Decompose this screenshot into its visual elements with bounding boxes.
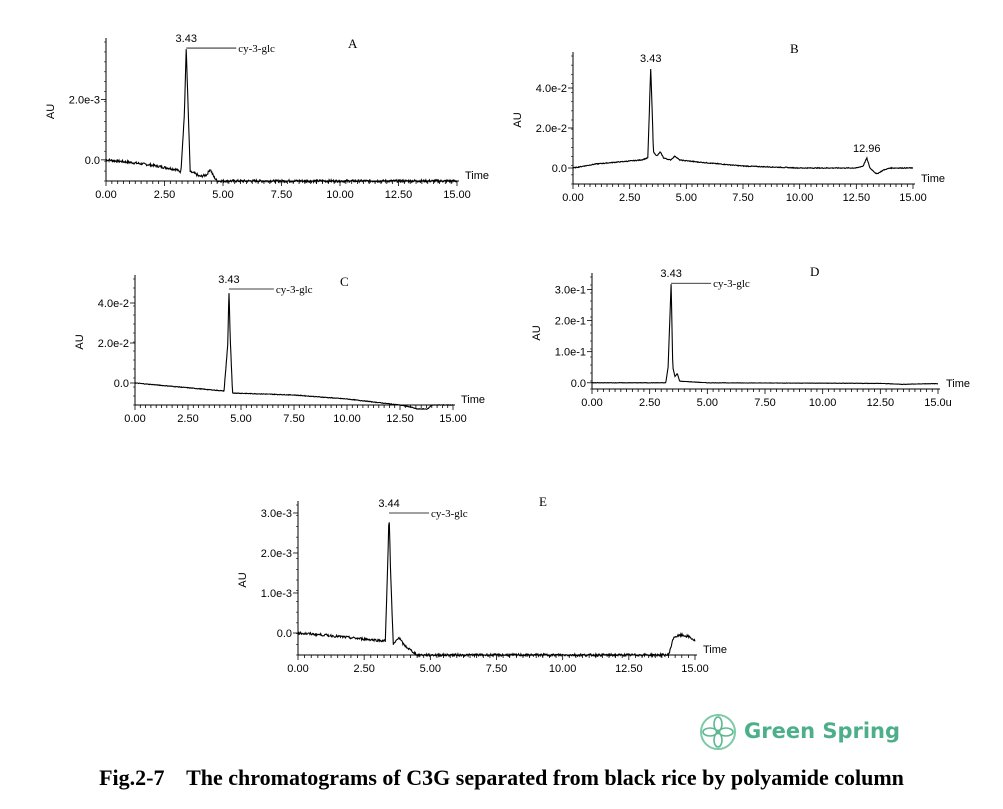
x-tick-label: 12.50 — [615, 663, 643, 675]
x-tick-label: 7.50 — [271, 189, 292, 201]
x-tick-label: 0.00 — [562, 192, 583, 204]
chromatogram-trace — [134, 293, 454, 411]
panel-label: A — [348, 36, 358, 51]
peak-annotation: cy-3-glc — [238, 43, 275, 55]
x-tick-label: 5.00 — [697, 397, 718, 409]
flower-icon — [700, 714, 736, 750]
x-tick-label: 2.50 — [177, 413, 198, 425]
x-tick-label: 10.00 — [549, 663, 577, 675]
y-axis-label: AU — [512, 112, 524, 127]
x-tick-label: 15.00 — [443, 189, 471, 201]
x-axis-label: Time — [703, 644, 727, 656]
panel-label: C — [340, 274, 349, 289]
y-axis-label: AU — [45, 104, 57, 119]
x-tick-label: 10.00 — [786, 192, 814, 204]
chart-panel-a: 0.00 2.50 5.00 7.50 10.00 12.50 15.00 Time 0.0 2.… — [45, 33, 489, 201]
peak-annotation: cy-3-glc — [431, 508, 468, 520]
peak-label: 3.43 — [660, 268, 681, 280]
chart-panel-c: 0.00 2.50 5.00 7.50 10.00 12.50 15.00 Time 0.0 2.… — [74, 274, 485, 425]
y-tick-label: 4.0e-2 — [536, 83, 567, 95]
x-tick-label: 7.50 — [754, 397, 775, 409]
x-tick-label: 12.50 — [385, 189, 413, 201]
panel-label: D — [810, 264, 819, 279]
y-tick-label: 2.0e-1 — [555, 316, 586, 328]
y-tick-label: 0.0 — [552, 163, 567, 175]
green-spring-logo: Green Spring — [698, 712, 900, 756]
x-tick-label: 15.0u — [924, 397, 952, 409]
y-tick-label: 2.0e-2 — [536, 123, 567, 135]
x-tick-label: 2.50 — [639, 397, 660, 409]
x-axis-label: Time — [461, 394, 485, 406]
x-tick-label: 0.00 — [95, 189, 116, 201]
x-axis-label: Time — [465, 170, 489, 182]
y-tick-label: 3.0e-3 — [261, 508, 292, 520]
y-tick-label: 0.0 — [85, 155, 100, 167]
x-tick-label: 10.00 — [326, 189, 354, 201]
x-tick-label: 5.00 — [420, 663, 441, 675]
x-tick-label: 7.50 — [732, 192, 753, 204]
x-tick-label: 2.50 — [619, 192, 640, 204]
logo-text: Green Spring — [744, 719, 901, 743]
x-tick-label: 7.50 — [283, 413, 304, 425]
x-tick-label: 7.50 — [486, 663, 507, 675]
chromatogram-trace — [592, 284, 938, 385]
x-tick-label: 5.00 — [212, 189, 233, 201]
y-tick-label: 1.0e-3 — [261, 588, 292, 600]
x-tick-label: 2.50 — [353, 663, 374, 675]
x-tick-label: 5.00 — [230, 413, 251, 425]
figure-caption: Fig.2-7 The chromatograms of C3G separat… — [99, 765, 904, 790]
x-tick-label: 0.00 — [581, 397, 602, 409]
peak-label: 3.43 — [176, 33, 197, 45]
peak-label: 3.43 — [640, 53, 661, 65]
y-tick-label: 0.0 — [571, 378, 586, 390]
y-tick-label: 2.0e-3 — [261, 548, 292, 560]
chromatogram-trace — [297, 522, 696, 659]
x-tick-label: 15.00 — [439, 413, 467, 425]
x-tick-label: 0.00 — [287, 663, 308, 675]
chromatogram-trace — [572, 68, 914, 175]
x-tick-label: 12.50 — [843, 192, 871, 204]
y-tick-label: 4.0e-2 — [98, 298, 129, 310]
y-axis-label: AU — [237, 572, 249, 587]
x-tick-label: 5.00 — [676, 192, 697, 204]
x-axis-label: Time — [946, 378, 970, 390]
x-tick-label: 12.50 — [867, 397, 895, 409]
peak-label: 3.43 — [218, 274, 239, 286]
peak-annotation: cy-3-glc — [276, 284, 313, 296]
x-tick-label: 2.50 — [154, 189, 175, 201]
y-axis-label: AU — [74, 334, 86, 349]
x-tick-label: 15.00 — [899, 192, 927, 204]
y-tick-label: 2.0e-2 — [98, 338, 129, 350]
peak-label: 12.96 — [853, 143, 881, 155]
chart-panel-b: 0.00 2.50 5.00 7.50 10.00 12.50 15.00 Time 0.0 2.… — [512, 41, 945, 204]
peak-label: 3.44 — [378, 498, 399, 510]
x-tick-label: 12.50 — [386, 413, 414, 425]
y-axis-label: AU — [531, 325, 543, 340]
y-tick-label: 2.0e-3 — [69, 94, 100, 106]
chart-panel-e: 0.00 2.50 5.00 7.50 10.00 12.50 15.00 Time 0.0 1.… — [237, 494, 727, 675]
x-tick-label: 0.00 — [124, 413, 145, 425]
chromatogram-trace — [105, 49, 458, 185]
x-tick-label: 15.00 — [681, 663, 709, 675]
chart-panel-d: 0.00 2.50 5.00 7.50 10.00 12.50 15.0u Time 0.0 1.… — [531, 264, 970, 409]
y-tick-label: 1.0e-1 — [555, 347, 586, 359]
panel-label: B — [790, 41, 799, 56]
x-tick-label: 10.00 — [333, 413, 361, 425]
y-tick-label: 0.0 — [277, 628, 292, 640]
y-tick-label: 3.0e-1 — [555, 284, 586, 296]
x-tick-label: 10.00 — [809, 397, 837, 409]
peak-annotation: cy-3-glc — [713, 278, 750, 290]
panel-label: E — [539, 494, 547, 509]
y-tick-label: 0.0 — [114, 378, 129, 390]
x-axis-label: Time — [921, 173, 945, 185]
